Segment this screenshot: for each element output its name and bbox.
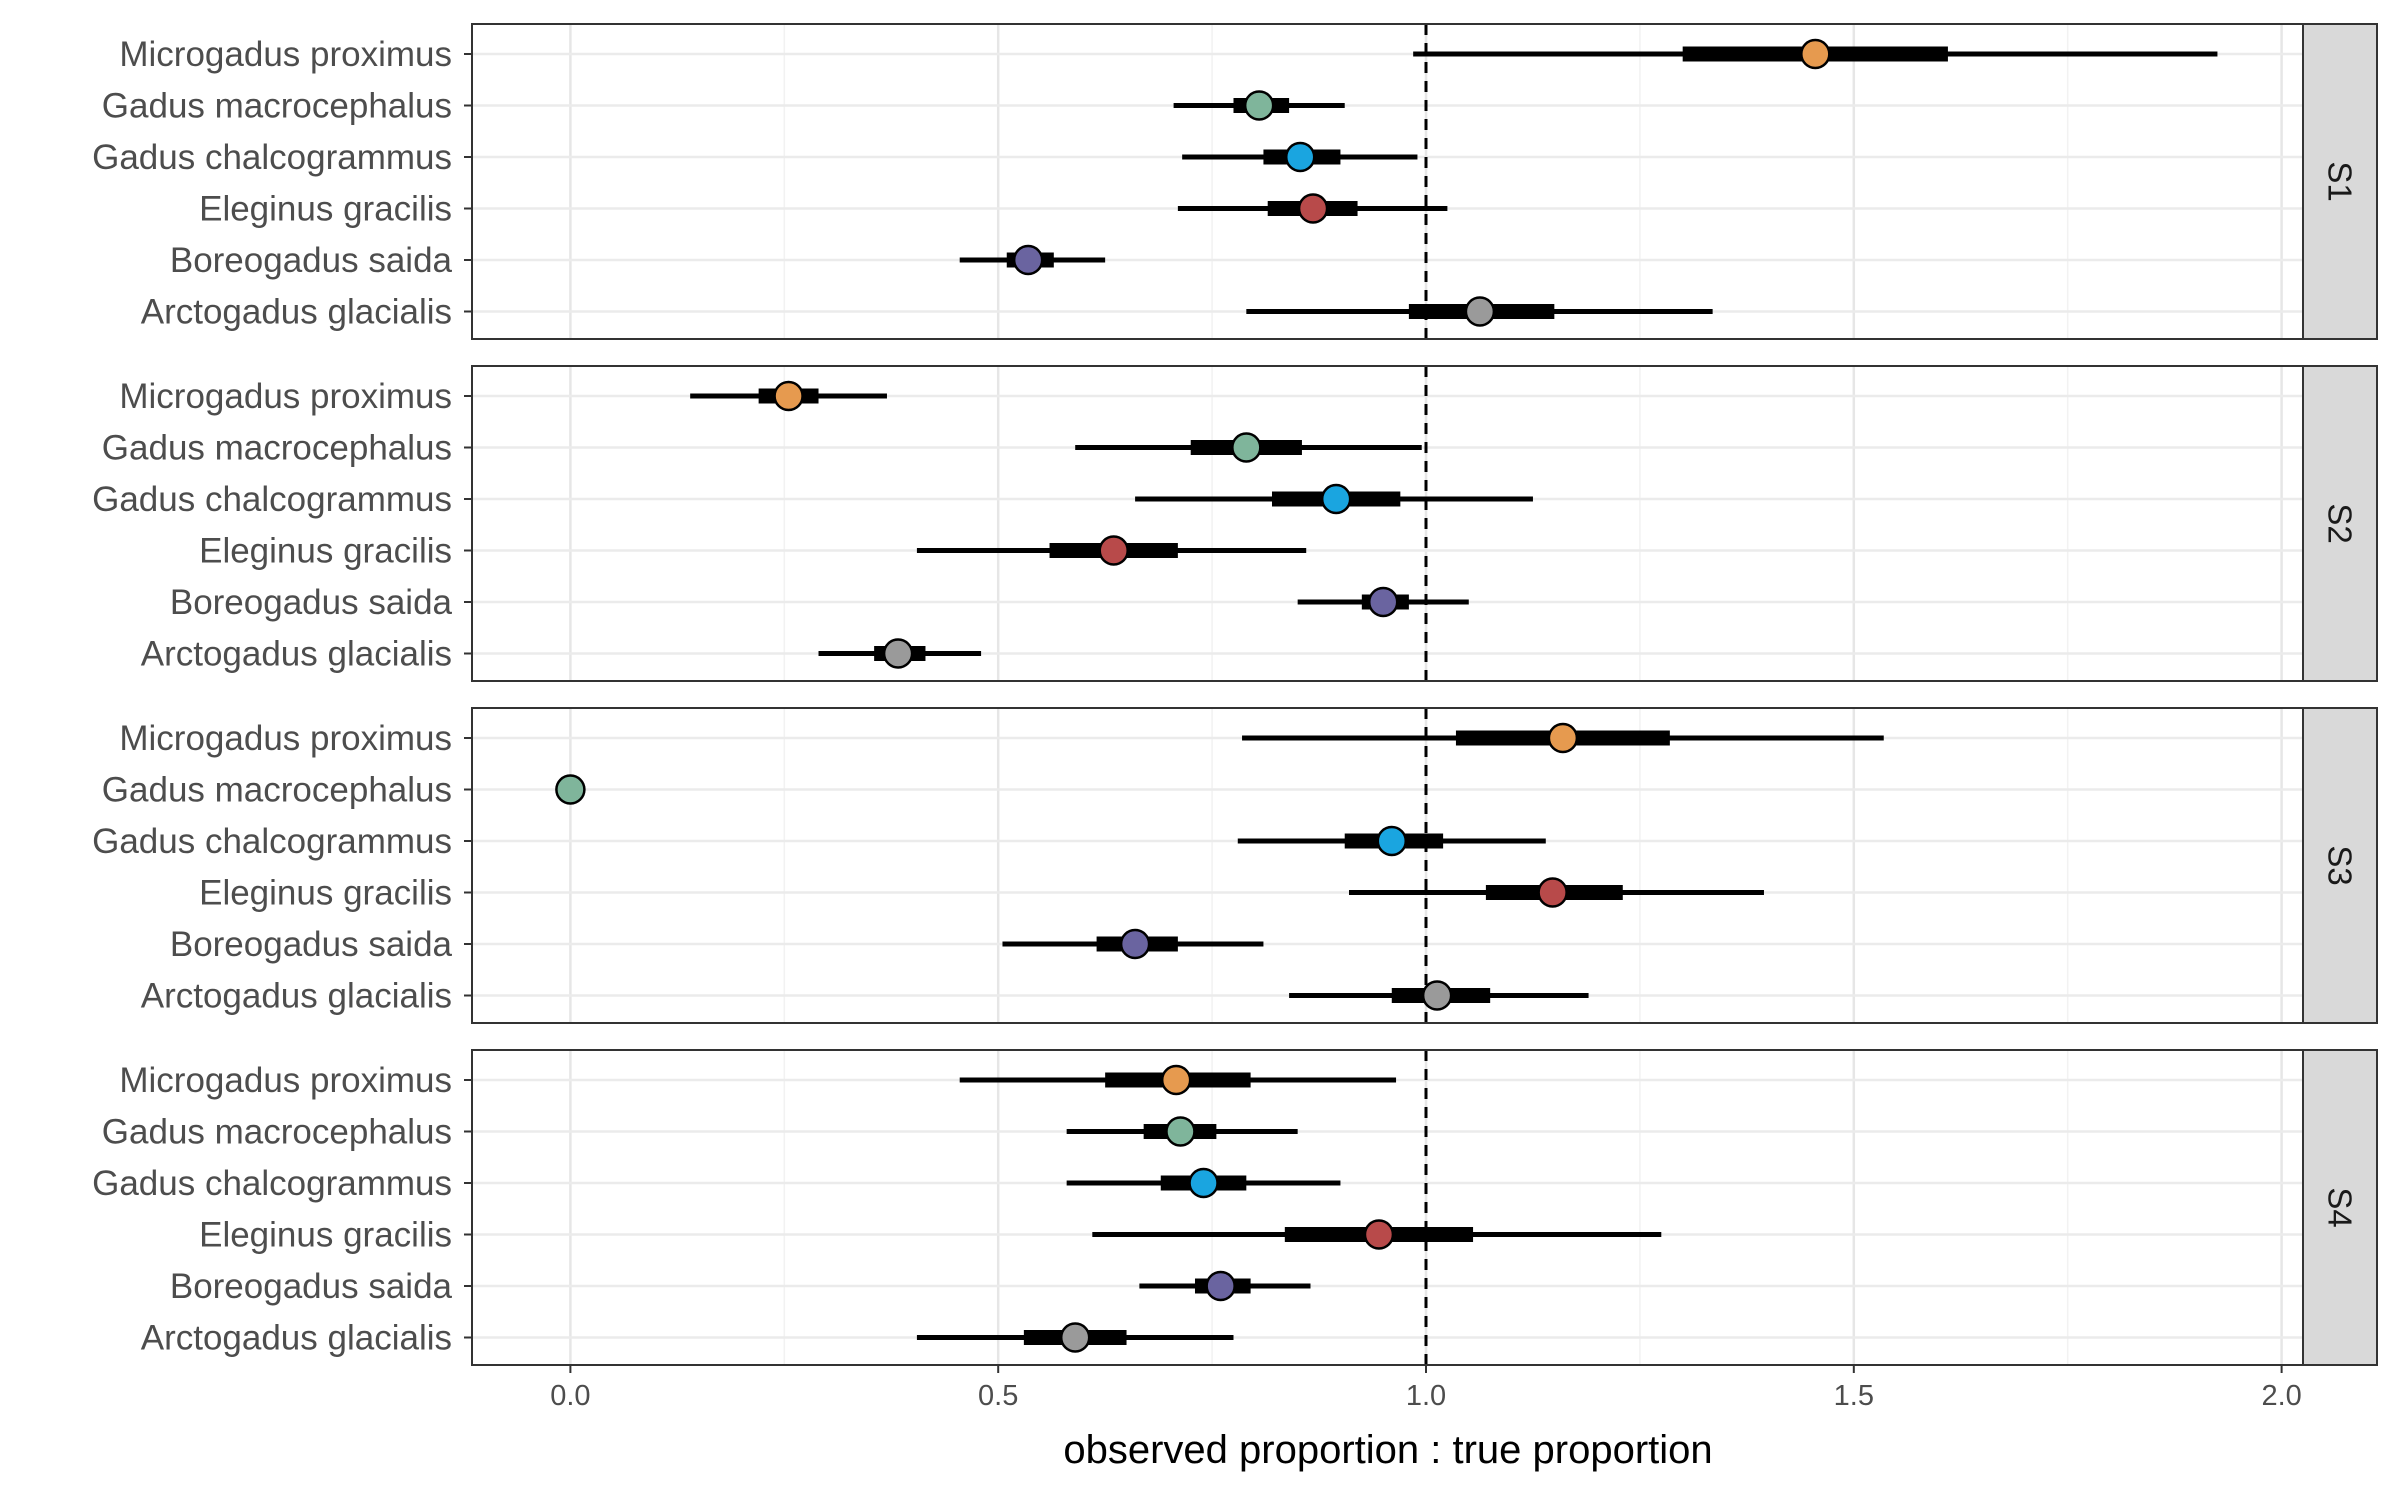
- estimate-row: Eleginus gracilis: [199, 874, 1764, 913]
- median-point: [1165, 1116, 1196, 1147]
- median-point: [1059, 1322, 1091, 1353]
- median-point: [1320, 483, 1352, 515]
- species-label: Gadus chalcogrammus: [92, 1164, 452, 1203]
- estimate-row: Microgadus proximus: [119, 1061, 1397, 1100]
- median-point: [1800, 38, 1831, 70]
- species-label: Microgadus proximus: [119, 1061, 452, 1100]
- species-label: Arctogadus glacialis: [141, 293, 452, 332]
- species-label: Gadus macrocephalus: [102, 87, 452, 126]
- species-label: Eleginus gracilis: [199, 874, 452, 913]
- estimate-row: Eleginus gracilis: [199, 532, 1307, 571]
- species-label: Boreogadus saida: [170, 1267, 453, 1306]
- median-point: [1012, 244, 1044, 276]
- x-tick-label: 0.5: [978, 1380, 1018, 1412]
- estimate-row: Boreogadus saida: [170, 241, 1106, 280]
- species-label: Microgadus proximus: [119, 719, 452, 758]
- estimate-row: Arctogadus glacialis: [141, 635, 982, 674]
- facet-strip: [2302, 707, 2378, 1024]
- estimate-row: Eleginus gracilis: [199, 1216, 1662, 1255]
- estimate-row: Gadus chalcogrammus: [92, 480, 1533, 519]
- median-point: [1421, 980, 1453, 1011]
- facet-strip: [2302, 23, 2378, 340]
- estimate-row: Eleginus gracilis: [199, 190, 1448, 229]
- median-point: [1098, 535, 1129, 566]
- median-point: [1464, 296, 1496, 327]
- species-label: Eleginus gracilis: [199, 1216, 452, 1255]
- median-point: [555, 774, 586, 805]
- estimate-row: Boreogadus saida: [170, 925, 1264, 964]
- median-point: [1367, 586, 1399, 618]
- panel-background: [472, 24, 2303, 339]
- estimate-row: Gadus macrocephalus: [102, 87, 1345, 126]
- median-point: [1363, 1219, 1395, 1250]
- estimate-row: Microgadus proximus: [119, 35, 2218, 74]
- x-tick-label: 2.0: [2261, 1380, 2301, 1412]
- facet-strip: [2302, 365, 2378, 682]
- facet-strip-label: S4: [2322, 1187, 2359, 1227]
- species-label: Eleginus gracilis: [199, 190, 452, 229]
- estimate-row: Microgadus proximus: [119, 377, 887, 416]
- median-point: [1243, 90, 1275, 121]
- species-label: Gadus macrocephalus: [102, 1113, 452, 1152]
- panel-background: [472, 1050, 2303, 1365]
- species-label: Arctogadus glacialis: [141, 635, 452, 674]
- species-label: Microgadus proximus: [119, 35, 452, 74]
- species-label: Microgadus proximus: [119, 377, 452, 416]
- estimate-row: Arctogadus glacialis: [141, 1319, 1234, 1358]
- x-axis: 0.0 0.5 1.0 1.5 2.0: [550, 1365, 2302, 1412]
- median-point: [773, 380, 804, 412]
- estimate-row: Boreogadus saida: [170, 583, 1469, 622]
- estimate-row: Gadus chalcogrammus: [92, 1164, 1341, 1203]
- species-label: Gadus macrocephalus: [102, 771, 452, 810]
- median-point: [1537, 877, 1568, 908]
- median-point: [1284, 141, 1316, 173]
- panel-s1: Microgadus proximus Gadus macrocephalus Ga…: [92, 23, 2378, 340]
- facet-strip-label: S2: [2322, 503, 2359, 543]
- species-label: Gadus chalcogrammus: [92, 822, 452, 861]
- species-label: Boreogadus saida: [170, 925, 453, 964]
- species-label: Gadus macrocephalus: [102, 429, 452, 468]
- species-label: Arctogadus glacialis: [141, 1319, 452, 1358]
- species-label: Gadus chalcogrammus: [92, 480, 452, 519]
- estimate-row: Gadus chalcogrammus: [92, 822, 1546, 861]
- x-tick-label: 1.5: [1834, 1380, 1874, 1412]
- estimate-row: Arctogadus glacialis: [141, 293, 1713, 332]
- median-point: [882, 638, 914, 669]
- median-point: [1231, 432, 1262, 463]
- estimate-row: Boreogadus saida: [170, 1267, 1311, 1306]
- estimate-row: Gadus macrocephalus: [102, 429, 1422, 468]
- median-point: [1547, 722, 1579, 754]
- panels: Microgadus proximus Gadus macrocephalus Ga…: [92, 23, 2378, 1366]
- median-point: [1205, 1270, 1236, 1302]
- median-point: [1376, 825, 1408, 857]
- panel-s2: Microgadus proximus Gadus macrocephalus Ga…: [92, 365, 2378, 682]
- panel-s4: Microgadus proximus Gadus macrocephalus Ga…: [92, 1049, 2378, 1366]
- species-label: Arctogadus glacialis: [141, 977, 452, 1016]
- facet-strip-label: S1: [2322, 161, 2359, 201]
- panel-s3: Microgadus proximus Gadus macrocephalus Ga…: [92, 707, 2378, 1024]
- estimate-row: Arctogadus glacialis: [141, 977, 1589, 1016]
- panel-background: [472, 366, 2303, 681]
- species-label: Gadus chalcogrammus: [92, 138, 452, 177]
- species-label: Eleginus gracilis: [199, 532, 452, 571]
- species-label: Boreogadus saida: [170, 241, 453, 280]
- estimate-row: Gadus chalcogrammus: [92, 138, 1418, 177]
- x-tick-label: 1.0: [1406, 1380, 1446, 1412]
- median-point: [1297, 193, 1329, 224]
- median-point: [1160, 1064, 1192, 1096]
- facet-strip-label: S3: [2322, 845, 2359, 885]
- species-label: Boreogadus saida: [170, 583, 453, 622]
- estimate-row: Gadus macrocephalus: [102, 1113, 1298, 1152]
- estimate-row: Gadus macrocephalus: [102, 771, 586, 810]
- median-point: [1119, 928, 1151, 960]
- panel-background: [472, 708, 2303, 1023]
- estimate-row: Microgadus proximus: [119, 719, 1884, 758]
- x-axis-title: observed proportion : true proportion: [1063, 1428, 1712, 1472]
- median-point: [1188, 1167, 1219, 1199]
- facet-strip: [2302, 1049, 2378, 1366]
- x-tick-label: 0.0: [550, 1380, 590, 1412]
